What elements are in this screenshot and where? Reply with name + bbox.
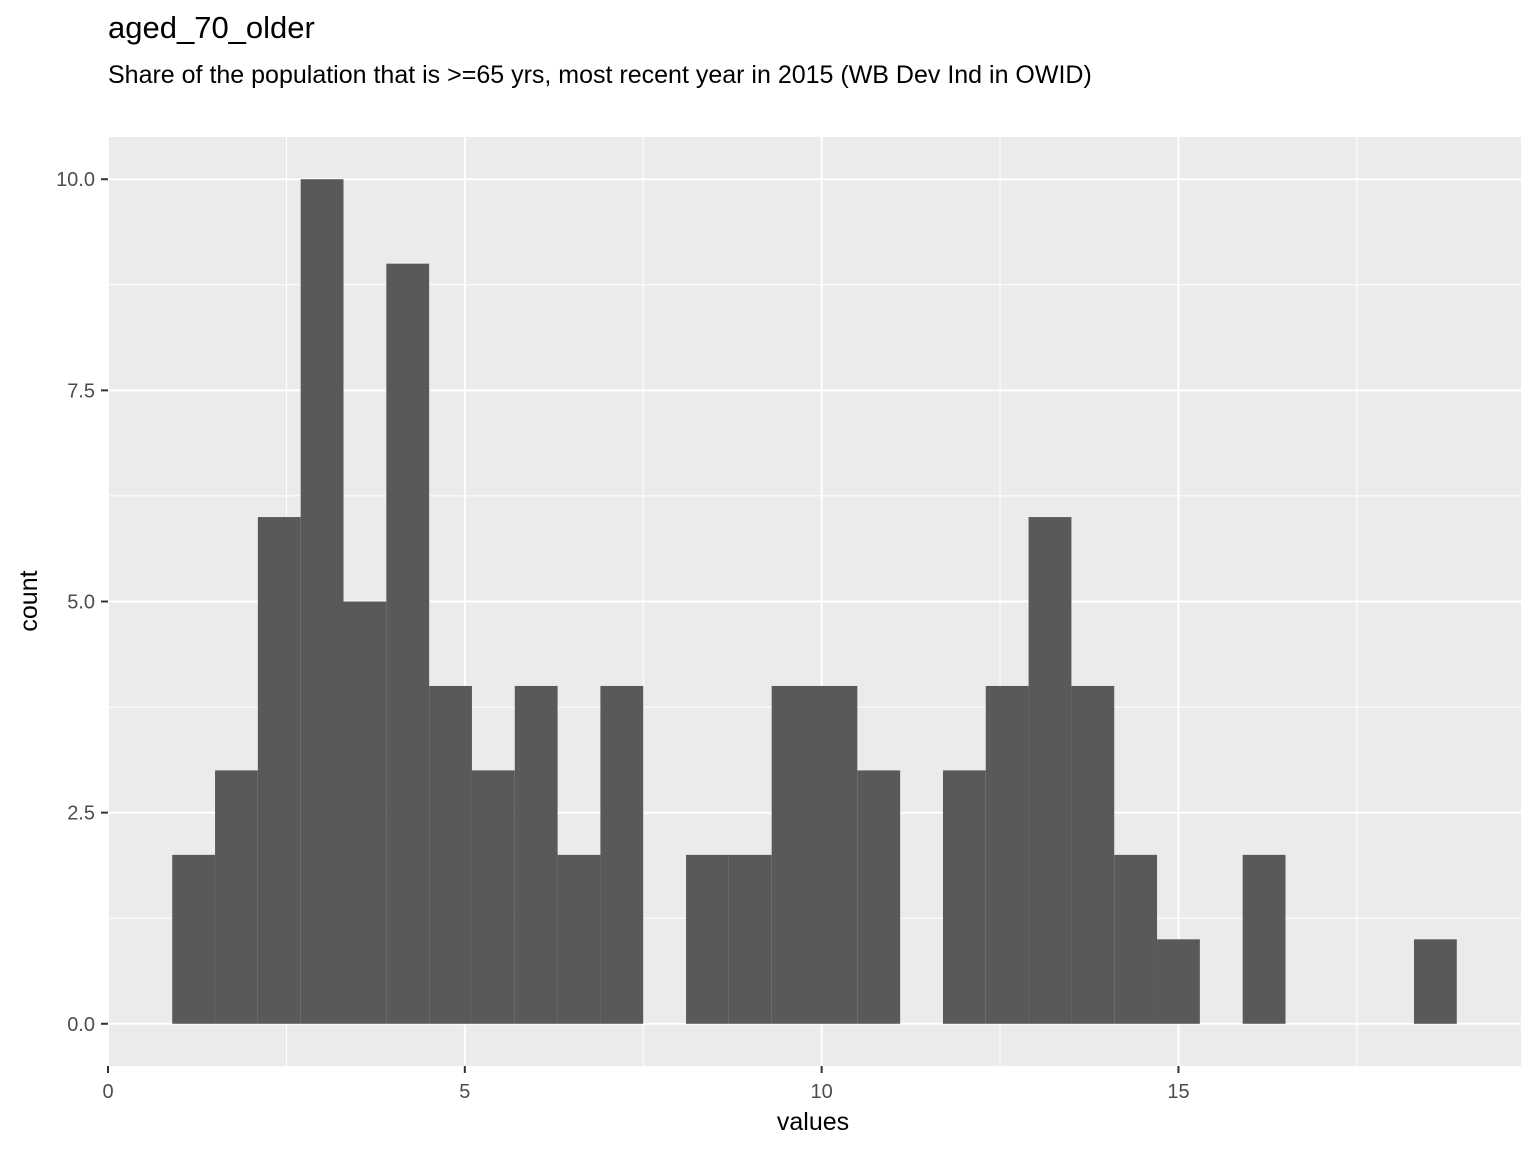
histogram-bar [600, 685, 644, 1024]
histogram-bar [1028, 517, 1072, 1024]
histogram-bar [1071, 685, 1115, 1024]
histogram-bar [686, 854, 729, 1024]
histogram-bar [557, 854, 601, 1024]
y-axis-title: count [15, 570, 43, 631]
histogram-bar [514, 685, 558, 1024]
x-tick-label: 15 [1167, 1081, 1189, 1103]
x-tick-label: 5 [459, 1081, 470, 1103]
y-tick-label: 7.5 [67, 380, 95, 402]
bars [172, 179, 1457, 1024]
histogram-bar [814, 685, 858, 1024]
x-tick-label: 0 [102, 1081, 113, 1103]
histogram-bar [471, 770, 515, 1024]
y-tick-label: 2.5 [67, 803, 95, 825]
histogram-bar [1114, 854, 1158, 1024]
histogram-bar [1157, 939, 1200, 1024]
histogram-bar [728, 854, 772, 1024]
x-axis: 0 5 10 15 [102, 1066, 1190, 1103]
histogram-bar [343, 601, 387, 1024]
histogram-bar [172, 854, 216, 1024]
y-tick-label: 5.0 [67, 592, 95, 614]
x-tick-label: 10 [811, 1081, 833, 1103]
histogram-bar [857, 770, 901, 1024]
x-axis-title: values [777, 1108, 849, 1136]
histogram-bar [1413, 939, 1457, 1024]
histogram-bar [985, 685, 1029, 1024]
histogram-bar [386, 263, 430, 1024]
y-tick-label: 0.0 [67, 1014, 95, 1036]
histogram-bar [257, 517, 301, 1024]
chart-title: aged_70_older [108, 10, 315, 45]
histogram-bar [300, 179, 344, 1024]
histogram-bar [215, 770, 258, 1024]
histogram-bar [1242, 854, 1286, 1024]
chart-subtitle: Share of the population that is >=65 yrs… [108, 61, 1092, 89]
histogram-bar [429, 685, 472, 1024]
histogram-bar [771, 685, 815, 1024]
histogram-bar [942, 770, 986, 1024]
y-tick-label: 10.0 [56, 169, 95, 191]
y-axis: 0.0 2.5 5.0 7.5 10.0 [56, 169, 108, 1036]
